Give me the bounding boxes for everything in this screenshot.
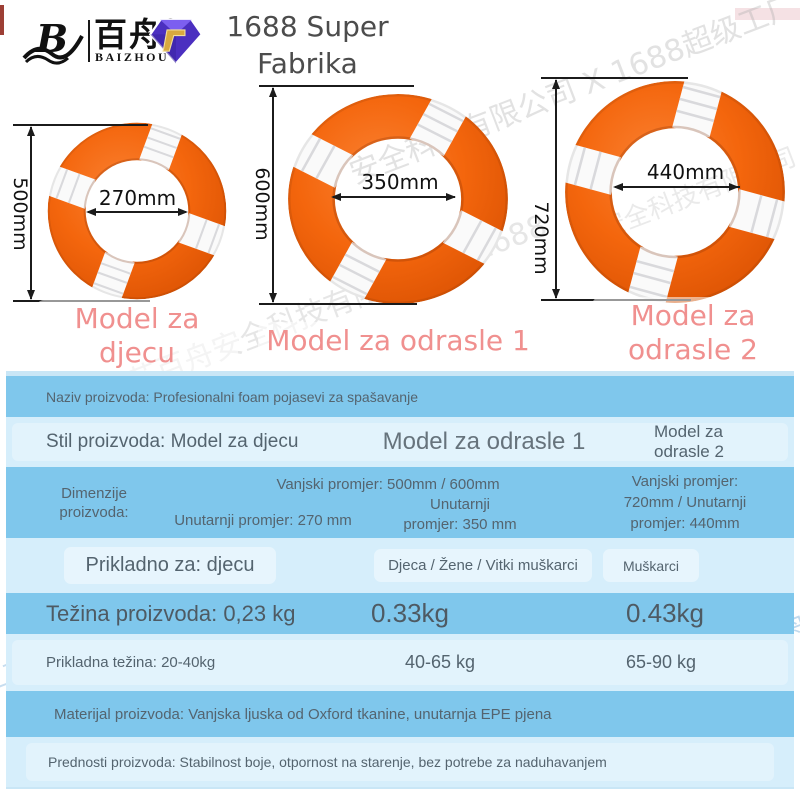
dimenzije-col2-line: Unutarnji	[429, 496, 491, 513]
dimenzije-col3-line: 720mm / Unutarnji	[623, 494, 747, 511]
stil-col3-line: odrasle 2	[654, 442, 724, 461]
arrow-right-icon	[178, 208, 188, 216]
table-row-naziv: Naziv proizvoda: Profesionalni foam poja…	[6, 376, 794, 417]
model-label-line: Model za	[630, 299, 756, 332]
dim-vertical-line	[555, 80, 557, 298]
arrow-up-icon	[27, 126, 35, 136]
table-row-tezina: Težina proizvoda: 0,23 kg 0.33kg 0.43kg	[6, 593, 794, 634]
dimenzije-label-line: proizvoda:	[59, 503, 129, 521]
row-highlight	[12, 423, 788, 461]
materijal-text: Materijal proizvoda: Vanjska ljuska od O…	[54, 705, 552, 723]
dimenzije-col3-line: Vanjski promjer:	[631, 473, 739, 490]
spec-table: Naziv proizvoda: Profesionalni foam poja…	[6, 371, 794, 789]
prikladno-col3: Muškarci	[603, 549, 699, 582]
edge-artifact-red	[0, 5, 4, 35]
stil-col2: Model za odrasle 1	[382, 428, 586, 455]
brand-name-en: BAIZHOU	[95, 50, 170, 64]
arrow-down-icon	[27, 290, 35, 300]
diamond-logo-icon	[148, 18, 204, 66]
dimenzije-col1: Unutarnji promjer: 270 mm	[174, 511, 352, 529]
dim-horizontal-line	[88, 211, 186, 213]
dim-vertical-line	[272, 88, 274, 302]
model-label-adult-1: Model za odrasle 1	[258, 322, 538, 360]
dimenzije-col2: Unutarnji promjer: 350 mm	[360, 495, 560, 535]
page-title: 1688 Super Fabrika	[210, 8, 405, 82]
inner-diameter-label: 270mm	[98, 186, 177, 210]
logo-divider	[88, 20, 90, 62]
arrow-up-icon	[552, 79, 560, 89]
dim-horizontal-line	[333, 196, 455, 198]
title-line-2: Fabrika	[257, 47, 358, 80]
lifebuoy-large-image	[563, 79, 787, 305]
row-highlight	[26, 743, 774, 781]
prikladna-tezina-col1: Prikladna težina: 20-40kg	[46, 654, 216, 671]
stil-col1: Stil proizvoda: Model za djecu	[46, 431, 299, 452]
dim-cap-line	[259, 85, 414, 87]
table-row-materijal: Materijal proizvoda: Vanjska ljuska od O…	[6, 691, 794, 737]
prikladno-col2: Djeca / Žene / Vitki muškarci	[374, 549, 592, 582]
dim-cap-line	[13, 124, 148, 126]
arrow-right-icon	[446, 193, 456, 201]
arrow-left-icon	[613, 183, 623, 191]
outer-diameter-label: 720mm	[530, 201, 552, 275]
edge-artifact-pink	[735, 8, 800, 20]
stil-col3-line: Model za	[654, 422, 723, 441]
arrow-left-icon	[86, 208, 96, 216]
table-row-dimenzije: Dimenzije proizvoda: Vanjski promjer: 50…	[6, 467, 794, 538]
model-label-line: odrasle 2	[628, 333, 758, 366]
dim-horizontal-line	[615, 186, 740, 188]
arrow-down-icon	[552, 289, 560, 299]
dimenzije-col3: Vanjski promjer: 720mm / Unutarnji promj…	[585, 471, 785, 534]
model-label-line: djecu	[99, 336, 175, 369]
prikladna-tezina-col3: 65-90 kg	[625, 652, 697, 672]
dim-cap-line	[541, 77, 688, 79]
dim-vertical-line	[30, 127, 32, 299]
prednosti-text: Prednosti proizvoda: Stabilnost boje, ot…	[48, 754, 607, 770]
inner-diameter-label: 350mm	[361, 170, 439, 194]
arrow-right-icon	[729, 183, 739, 191]
stil-col3: Model za odrasle 2	[654, 417, 784, 467]
model-label-adult-2: Model za odrasle 2	[592, 297, 794, 369]
arrow-down-icon	[269, 293, 277, 303]
outer-diameter-label: 500mm	[9, 177, 31, 251]
table-row-prednosti: Prednosti proizvoda: Stabilnost boje, ot…	[6, 737, 794, 787]
tezina-col3: 0.43kg	[625, 598, 705, 628]
dimenzije-label-line: Dimenzije	[61, 484, 127, 502]
table-row-prikladna-tezina: Prikladna težina: 20-40kg 40-65 kg 65-90…	[6, 634, 794, 691]
dim-cap-line	[259, 303, 417, 305]
title-line-1: 1688 Super	[226, 10, 389, 43]
table-row-stil: Stil proizvoda: Model za djecu Model za …	[6, 417, 794, 467]
tezina-col1: Težina proizvoda: 0,23 kg	[46, 600, 296, 626]
prikladna-tezina-col2: 40-65 kg	[404, 652, 476, 672]
lifebuoy-medium-image	[286, 92, 510, 306]
inner-diameter-label: 440mm	[646, 160, 725, 184]
row-highlight	[12, 640, 788, 685]
dimenzije-col2-line: promjer: 350 mm	[403, 516, 517, 533]
arrow-up-icon	[269, 87, 277, 97]
dimenzije-span: Vanjski promjer: 500mm / 600mm	[276, 475, 500, 493]
prikladno-col1: Prikladno za: djecu	[64, 547, 276, 584]
model-label-line: Model za	[74, 302, 200, 335]
model-label-line: Model za odrasle 1	[266, 324, 530, 357]
arrow-left-icon	[331, 193, 341, 201]
dimenzije-col3-line: promjer: 440mm	[630, 515, 740, 532]
baizhou-monogram-icon: B	[22, 18, 84, 65]
dimenzije-label: Dimenzije proizvoda:	[34, 467, 154, 538]
tezina-col2: 0.33kg	[370, 598, 450, 628]
model-label-children: Model za djecu	[36, 300, 238, 372]
table-row-prikladno: Prikladno za: djecu Djeca / Žene / Vitki…	[6, 538, 794, 593]
naziv-text: Naziv proizvoda: Profesionalni foam poja…	[46, 388, 418, 405]
outer-diameter-label: 600mm	[251, 167, 273, 241]
